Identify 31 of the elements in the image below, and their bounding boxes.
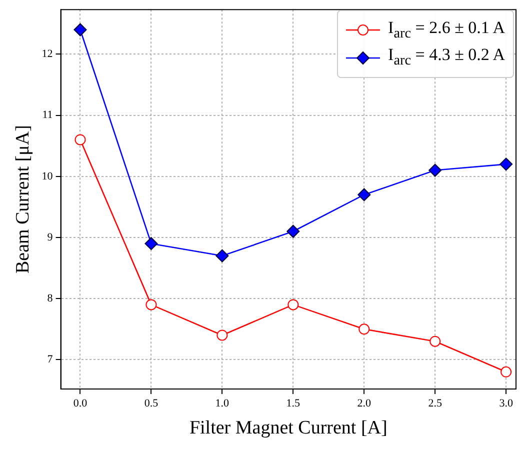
legend-label: I$_{arc}$ = 4.3 ± 0.2 A xyxy=(388,45,505,70)
y-tick-label: 8 xyxy=(47,292,54,304)
x-tick-label: 0.0 xyxy=(73,397,88,410)
x-tick-label: 2.5 xyxy=(428,397,442,410)
point xyxy=(430,336,441,347)
point xyxy=(500,366,512,378)
y-tick-label: 9 xyxy=(47,231,54,244)
legend-label: I$_{arc}$ = 2.6 ± 0.1 A xyxy=(388,18,505,42)
point xyxy=(146,299,157,310)
point xyxy=(144,237,158,250)
y-tick-label: 11 xyxy=(42,109,53,122)
point xyxy=(358,188,371,202)
point xyxy=(428,164,442,177)
point xyxy=(500,158,513,171)
x-axis-title: Filter Magnet Current [A] xyxy=(189,418,388,439)
point xyxy=(358,324,370,335)
point xyxy=(286,224,300,238)
point xyxy=(216,330,228,341)
y-tick-label: 7 xyxy=(47,354,54,366)
point xyxy=(288,299,299,310)
point xyxy=(216,249,229,262)
x-tick-label: 3.0 xyxy=(499,397,514,410)
y-axis-title: Beam Current [μA] xyxy=(12,125,34,274)
point xyxy=(74,134,86,146)
x-tick-label: 1.0 xyxy=(215,397,230,410)
point xyxy=(74,23,87,36)
x-tick-label: 2.0 xyxy=(357,397,372,410)
y-tick-label: 10 xyxy=(42,170,54,182)
y-tick-label: 12 xyxy=(42,48,53,60)
x-tick-label: 0.5 xyxy=(144,397,159,410)
x-tick-label: 1.5 xyxy=(286,397,301,410)
